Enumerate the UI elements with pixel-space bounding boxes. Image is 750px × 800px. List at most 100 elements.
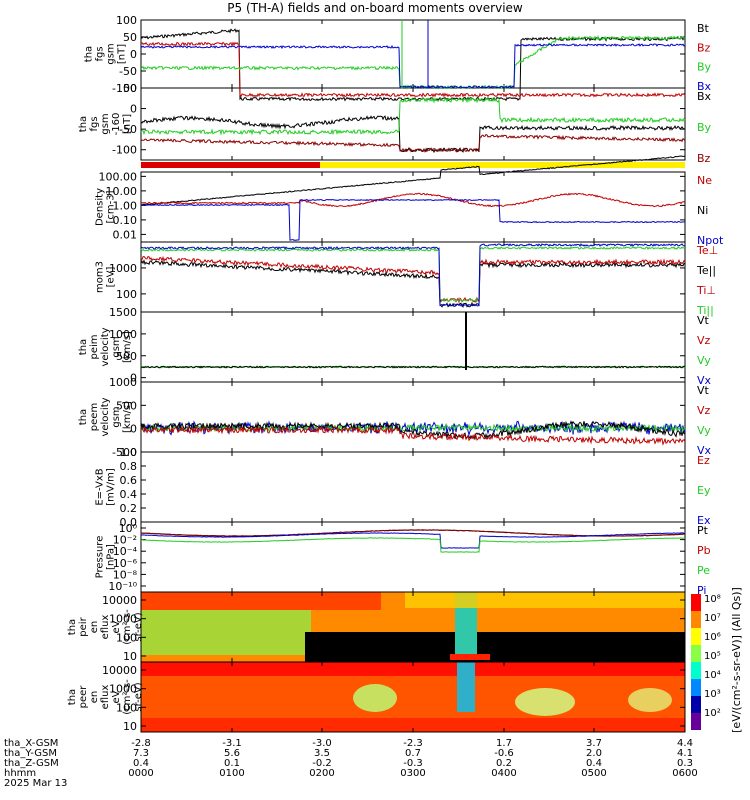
panel-1: -100 -50 0 50 100 tha fgs gsm [nT] Bt Bz By Bx [84,14,712,95]
y-tick-label: -100 [112,82,137,95]
x-tick-hhmm: 0200 [309,768,334,779]
legend-Vz: Vz [697,404,711,417]
trace-ni [140,155,686,206]
y-tick-label: 0.4 [120,488,138,501]
legend-Ex: Ex [697,514,711,527]
y-axis-label: mom3 [95,261,106,293]
legend-Bx: Bx [697,90,712,103]
y-tick-label: 10⁻⁶ [113,557,138,570]
trace-by-2 [140,96,686,136]
panel-9: 10 100 1000 10000 tha peir en eflux eV (cm²-s-sr-… [67,591,686,663]
y-axis-label: [km/s] [122,401,133,433]
trace-bz [140,41,686,98]
figure-title: P5 (TH-A) fields and on-board moments ov… [227,1,523,15]
y-tick-label: 1500 [109,306,137,319]
colorbar-label: [eV/(cm²-s-sr-eV)] (All Qs)] [730,587,743,733]
electron-flux-patch [628,688,672,712]
x-tick-zgsm: -0.2 [312,758,332,769]
x-axis-row-label: tha_Z-GSM [4,758,59,769]
legend-Ne: Ne [697,174,712,187]
legend-Vt: Vt [697,314,710,327]
colorbar-tick-label: 10³ [704,689,721,700]
trace-ti-par [140,246,686,302]
x-tick-hhmm: 0300 [400,768,425,779]
trace-by [140,35,686,91]
trace-pe [140,537,686,553]
legend-Ti⊥: Ti⊥ [696,284,716,297]
legend-Npot: Npot [697,234,724,247]
traces [140,20,686,553]
y-axis-label: en [89,621,100,634]
y-axis-label: en [89,691,100,704]
trace-te-par [140,259,686,309]
x-tick-xgsm: -2.3 [403,738,423,749]
legend-Bz: Bz [697,152,711,165]
legend-Pt: Pt [697,524,709,537]
trace-pi [140,532,685,549]
legend-Vx: Vx [697,444,712,457]
y-axis-label: [mV/m] [106,468,117,506]
electron-flux-top-band [141,662,685,676]
ion-flux-red-band [141,592,381,610]
x-tick-ygsm: -0.6 [494,748,514,759]
y-tick-label: 0.2 [120,502,138,515]
x-tick-ygsm: 4.1 [677,748,693,759]
x-tick-hhmm: 0500 [581,768,606,779]
panel-7: 0.00.20.40.60.81.0 E=-VxB [mV/m] Ez Ey Ex [95,446,711,529]
panel-frame [140,381,686,453]
legend-Vt: Vt [697,384,710,397]
y-tick-label: 50 [123,31,137,44]
electron-flux-bottom-band [141,718,685,732]
y-axis-label: velocity [100,397,111,436]
y-tick-label: 100 [116,288,137,301]
y-axis-label: velocity [100,327,111,366]
y-axis-label: [nT] [122,114,133,134]
panel-2: -100 -50 0 50 tha fgs gsm -160 [nT] Bx By Bz [78,82,712,165]
y-tick-label: 0.0 [120,516,138,529]
y-tick-label: 10000 [102,594,137,607]
legend-Pe: Pe [697,564,710,577]
y-axis-label: Density [95,188,106,226]
y-tick-label: 50 [123,82,137,95]
legend-Bt: Bt [697,22,710,35]
trace-bz-2 [140,134,686,153]
y-tick-label: 0.8 [120,460,138,473]
trace-ne [140,192,686,208]
panel-frame [140,171,686,243]
y-axis-label: peem [89,403,100,431]
y-axis-label: gsm [111,336,122,357]
y-axis-label: tha [84,46,95,62]
y-tick-label: 500 [116,399,137,412]
y-axis-label: gsm [111,406,122,427]
y-tick-label: -100 [112,144,137,157]
y-tick-label: 0 [130,103,137,116]
x-tick-xgsm: -3.1 [222,738,242,749]
x-tick-ygsm: 3.5 [314,748,330,759]
ion-no-counts-region [305,632,685,662]
y-axis-label: eV [111,690,122,703]
legend-Bx: Bx [697,80,712,93]
date-label: 2025 Mar 13 [4,778,67,789]
colorbar-segment [691,628,701,645]
y-tick-label: 0.10 [113,214,138,227]
trace-bx-2 [140,115,686,154]
y-tick-label: 0 [130,423,137,436]
ion-flux-high-band [405,592,685,608]
y-tick-label: 10000 [102,664,137,677]
legend-Ey: Ey [697,484,711,497]
x-tick-zgsm: -0.3 [403,758,423,769]
y-tick-label: 0 [130,48,137,61]
colorbar-tick-label: 10⁶ [704,632,721,643]
legend-Vy: Vy [697,424,711,437]
colorbar-segment [691,713,701,730]
y-tick-label: 0 [130,372,137,385]
y-tick-label: 0.01 [113,228,138,241]
y-tick-label: 1000 [109,613,137,626]
trace-vt [140,365,685,369]
x-tick-xgsm: -3.0 [312,738,332,749]
y-axis-label: [cm-3] [106,190,117,223]
y-tick-label: 10⁻² [113,534,137,547]
legend-Bz: Bz [697,41,711,54]
y-axis-label: fgs [89,116,100,131]
